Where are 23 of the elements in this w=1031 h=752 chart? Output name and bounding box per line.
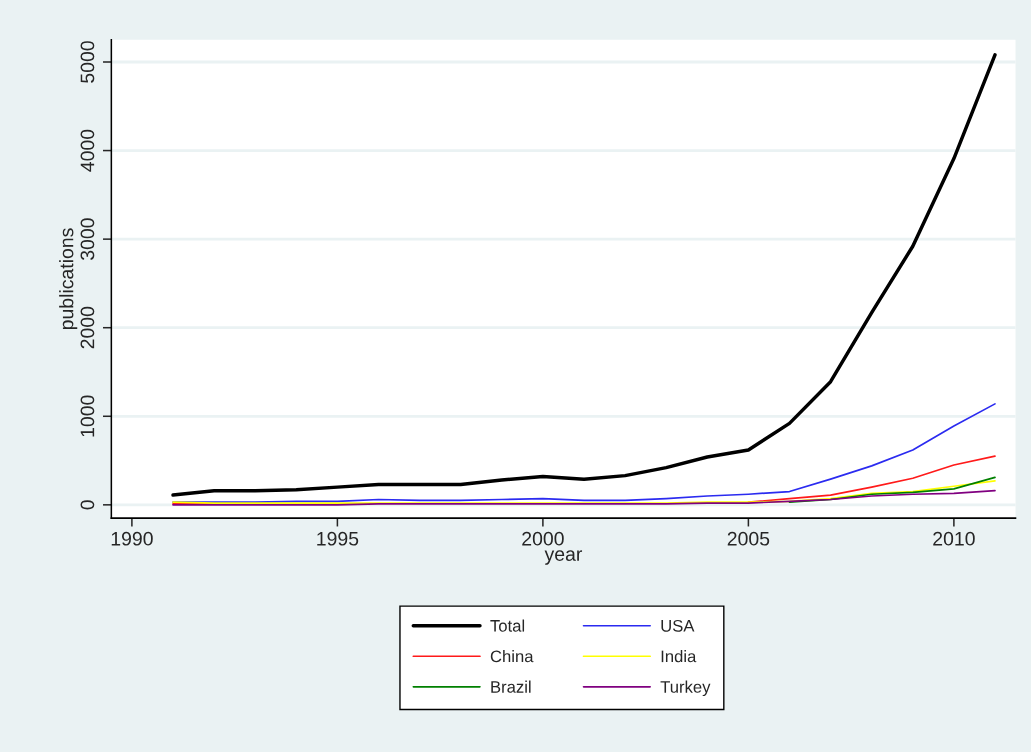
y-tick-label: 4000 [80,129,95,172]
line-series [788,476,996,504]
line-series [172,480,996,504]
x-axis-title: year [544,550,583,565]
line-series [172,489,996,506]
x-tick-label: 2005 [727,531,770,546]
x-tick-label: 1995 [317,531,359,546]
x-tick-label: 2000 [522,531,564,546]
y-tick-label: 5000 [80,41,95,83]
y-axis-title: publications [59,228,78,330]
legend-label: China [490,650,534,663]
legend-label: USA [661,619,695,632]
legend-label: Turkey [660,680,711,697]
x-tick-label: 1990 [111,531,153,546]
x-tick-label: 2010 [933,531,975,546]
y-tick-label: 2000 [80,306,95,349]
line-series [171,53,997,497]
legend-label: Brazil [491,680,531,693]
legend-label: Total [490,619,525,632]
y-tick-label: 3000 [80,218,95,261]
y-tick-label: 0 [80,500,95,510]
legend-label: India [661,650,697,663]
y-tick-label: 1000 [80,395,95,437]
